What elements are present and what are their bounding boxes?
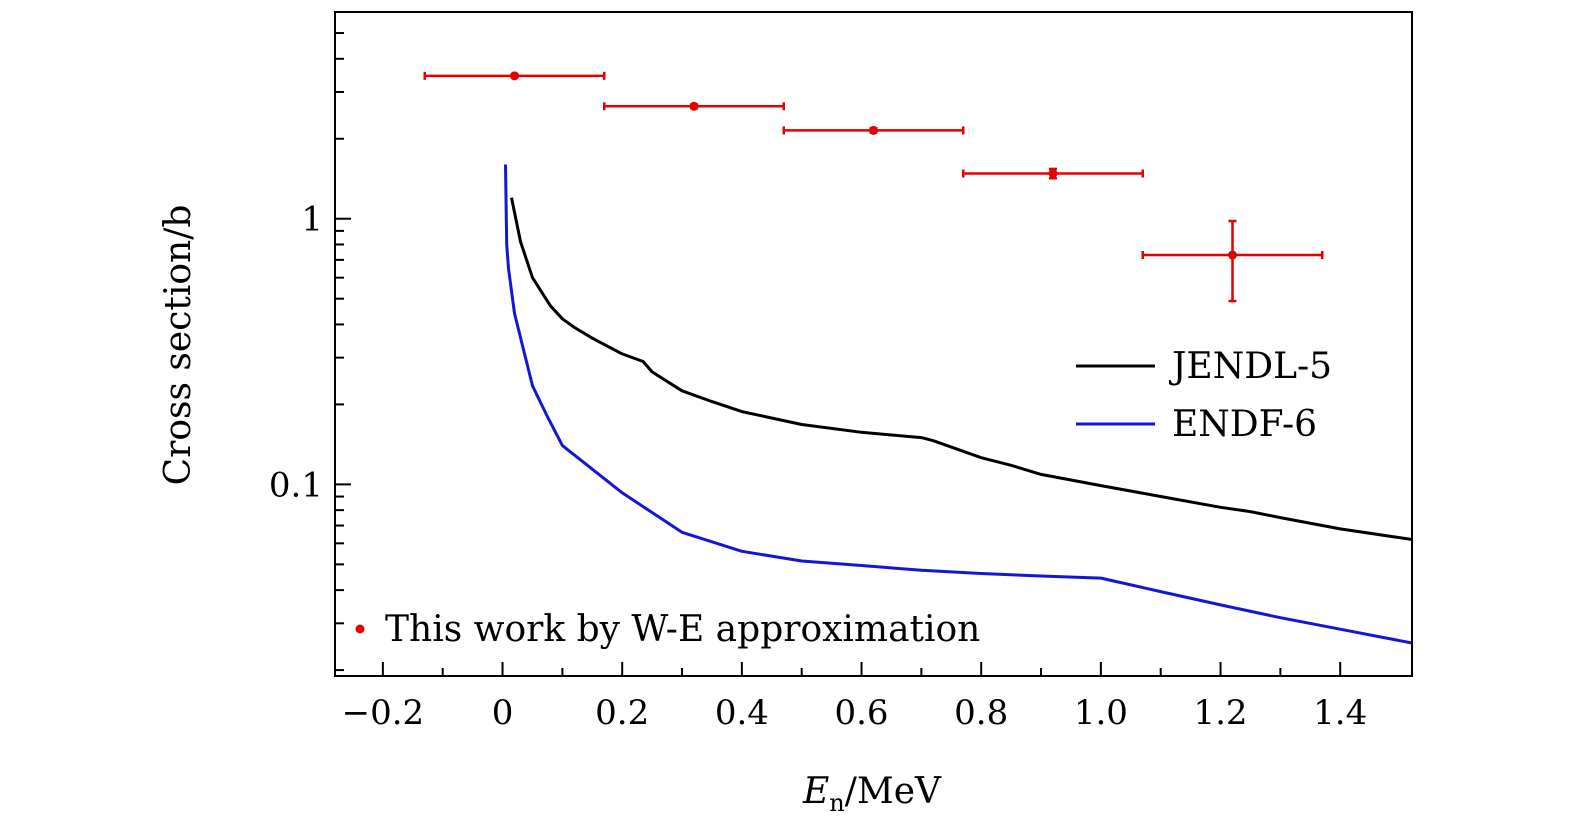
data-point-3: [782, 125, 965, 135]
x-axis-title: En/MeV: [802, 771, 942, 817]
plot-frame: [334, 11, 1413, 677]
x-axis-symbol: E: [802, 771, 829, 812]
data-point-marker: [1048, 168, 1058, 178]
data-point-5: [1141, 219, 1324, 303]
legend: JENDL-5 ENDF-6 This work by W-E approximat…: [355, 346, 1332, 650]
x-tick-label: 1.4: [1313, 693, 1367, 733]
x-axis-unit: /MeV: [845, 771, 942, 812]
legend-entry-jendl-5: JENDL-5: [1076, 346, 1332, 387]
x-tick-label: 0.4: [715, 693, 769, 733]
data-point-2: [603, 101, 785, 111]
data-point-marker: [1228, 250, 1237, 260]
series-line-jendl-5: [510, 197, 1412, 541]
axes: −0.2 0 0.2 0.4 0.6 0.8 1.0 1.2 1.4 0.1 1: [269, 11, 1413, 733]
legend-label: This work by W-E approximation: [385, 609, 980, 650]
legend-point-marker: [355, 624, 365, 634]
data-point-4: [962, 167, 1144, 180]
plot-content: [423, 71, 1412, 645]
x-axis-subscript: n: [829, 789, 844, 817]
x-tick-label: 0: [492, 693, 514, 733]
y-axis-title: Cross section/b: [158, 205, 199, 486]
x-tick-label: 0.6: [834, 693, 888, 733]
x-tick-label: 0.8: [954, 693, 1008, 733]
legend-entry-endf-6: ENDF-6: [1076, 404, 1317, 445]
x-tick-label: −0.2: [342, 693, 425, 733]
legend-entry-points: This work by W-E approximation: [355, 609, 980, 650]
y-tick-label: 1: [301, 200, 323, 240]
x-tick-label: 1.2: [1193, 693, 1247, 733]
x-tick-label: 1.0: [1074, 693, 1128, 733]
y-tick-label: 0.1: [269, 465, 323, 505]
data-point-marker: [869, 125, 878, 135]
series-line-endf-6: [504, 164, 1412, 645]
x-tick-label: 0.2: [595, 693, 649, 733]
data-point-1: [423, 71, 606, 81]
data-point-marker: [510, 71, 519, 81]
legend-label: JENDL-5: [1168, 346, 1332, 387]
legend-label: ENDF-6: [1172, 404, 1317, 445]
data-point-marker: [689, 101, 699, 111]
